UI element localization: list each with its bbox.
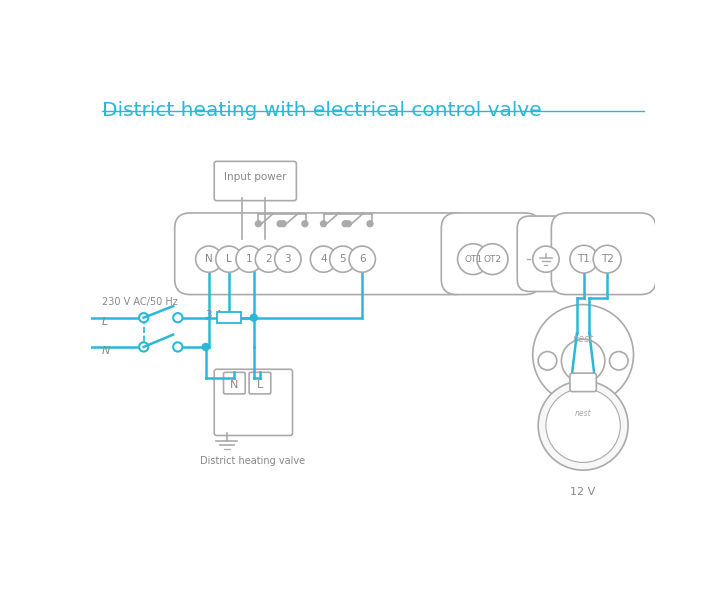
Text: nest: nest [572, 334, 594, 345]
Circle shape [593, 245, 621, 273]
Circle shape [139, 342, 149, 352]
Circle shape [570, 245, 598, 273]
Text: T1: T1 [577, 254, 590, 264]
Text: District heating with electrical control valve: District heating with electrical control… [102, 100, 542, 119]
Text: 3 A: 3 A [206, 310, 223, 320]
FancyBboxPatch shape [570, 373, 596, 391]
Circle shape [342, 220, 348, 227]
Circle shape [458, 244, 488, 274]
FancyBboxPatch shape [223, 372, 245, 394]
Circle shape [349, 246, 376, 272]
FancyBboxPatch shape [249, 372, 271, 394]
Circle shape [345, 220, 352, 227]
Circle shape [538, 381, 628, 470]
Circle shape [196, 246, 222, 272]
Text: 2: 2 [265, 254, 272, 264]
Circle shape [330, 246, 356, 272]
Text: 12 V: 12 V [571, 487, 596, 497]
FancyBboxPatch shape [551, 213, 656, 295]
Circle shape [277, 220, 283, 227]
Circle shape [538, 352, 557, 370]
Circle shape [250, 314, 258, 321]
FancyBboxPatch shape [214, 369, 293, 435]
Circle shape [546, 388, 620, 463]
Text: District heating valve: District heating valve [200, 456, 306, 466]
Text: OT2: OT2 [483, 255, 502, 264]
Circle shape [139, 313, 149, 323]
Bar [216, 312, 242, 323]
Text: nest: nest [575, 409, 591, 418]
Circle shape [477, 244, 508, 274]
Circle shape [320, 220, 327, 227]
Text: 4: 4 [320, 254, 327, 264]
Text: N: N [230, 380, 239, 390]
Circle shape [202, 343, 210, 351]
Circle shape [274, 246, 301, 272]
FancyBboxPatch shape [214, 162, 296, 201]
Circle shape [310, 246, 336, 272]
Circle shape [609, 352, 628, 370]
Circle shape [215, 246, 242, 272]
Circle shape [256, 246, 282, 272]
Text: T2: T2 [601, 254, 614, 264]
Text: N: N [102, 346, 110, 356]
Circle shape [561, 339, 605, 383]
Text: 6: 6 [359, 254, 365, 264]
Text: OT1: OT1 [464, 255, 482, 264]
FancyBboxPatch shape [441, 213, 540, 295]
Circle shape [236, 246, 262, 272]
Circle shape [280, 220, 286, 227]
Text: 1: 1 [246, 254, 253, 264]
FancyBboxPatch shape [175, 213, 470, 295]
Circle shape [302, 220, 308, 227]
Text: L: L [257, 380, 263, 390]
Text: 3: 3 [285, 254, 291, 264]
Text: 230 V AC/50 Hz: 230 V AC/50 Hz [102, 297, 178, 307]
FancyBboxPatch shape [518, 216, 574, 292]
Circle shape [173, 342, 183, 352]
Text: L: L [102, 317, 108, 327]
Circle shape [533, 246, 559, 272]
Text: 5: 5 [339, 254, 347, 264]
Circle shape [533, 305, 633, 405]
Circle shape [256, 220, 261, 227]
Text: Input power: Input power [224, 172, 287, 182]
Text: N: N [205, 254, 213, 264]
Circle shape [367, 220, 373, 227]
Circle shape [173, 313, 183, 323]
Text: L: L [226, 254, 232, 264]
